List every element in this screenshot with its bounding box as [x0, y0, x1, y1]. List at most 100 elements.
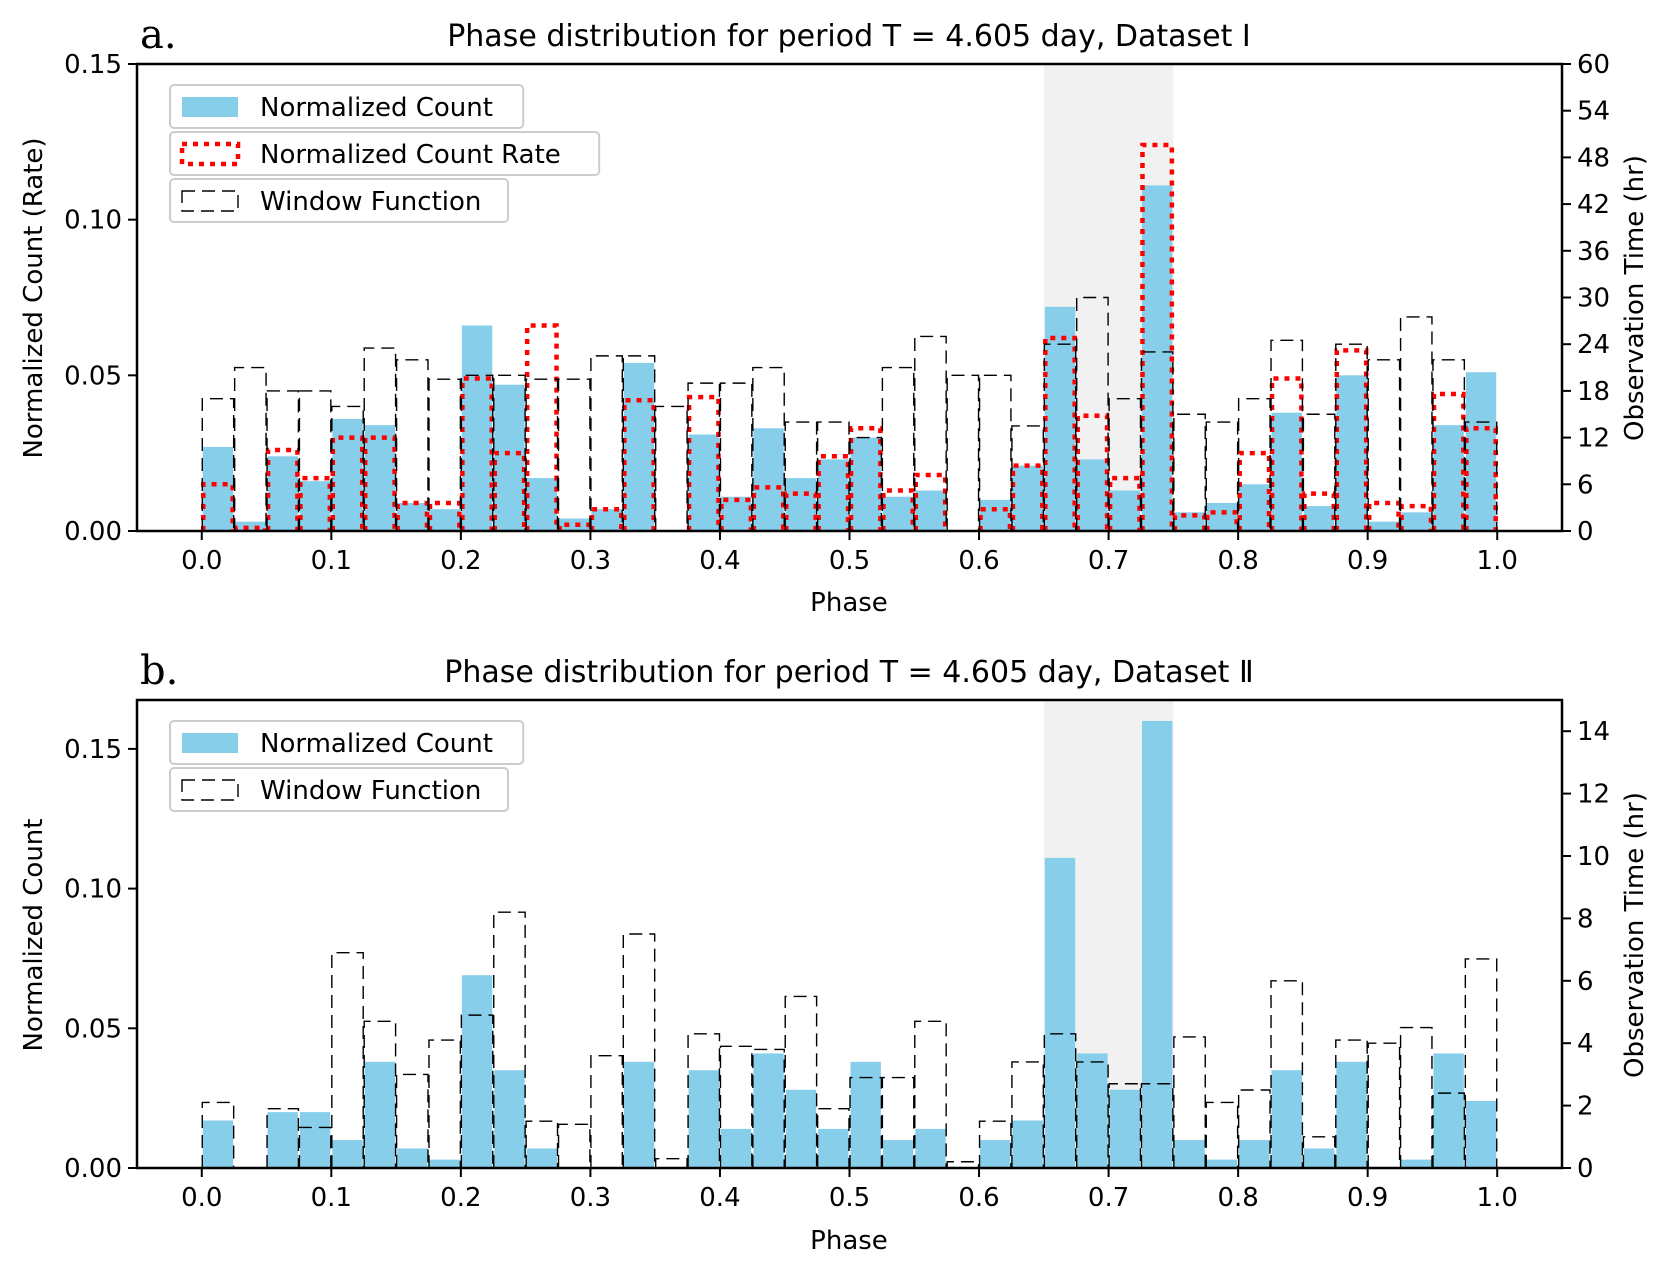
panel-b-legend-label: Window Function: [260, 776, 481, 806]
panel-a-letter: a.: [140, 12, 177, 58]
panel-a-y-axis-label-right: Observation Time (hr): [1620, 155, 1650, 441]
panel-a-window-step: [914, 335, 947, 531]
panel-b-y-axis-label-right: Observation Time (hr): [1620, 792, 1650, 1078]
panel-b-bar-count: [1012, 1120, 1043, 1168]
panel-b-window-step: [395, 1073, 429, 1168]
panel-b-window-step: [784, 995, 818, 1168]
panel-a-bar-count: [1044, 306, 1076, 531]
panel-a-bar-count: [1174, 512, 1205, 531]
panel-b-x-tick-label: 0.9: [1347, 1183, 1388, 1213]
panel-a-y-right-tick-label: 48: [1577, 143, 1610, 173]
panel-a-y-right-tick-label: 60: [1577, 50, 1610, 80]
panel-a-rate-step: [1140, 142, 1175, 531]
panel-a-bar-count: [623, 362, 655, 531]
panel-a-window-step: [1140, 351, 1174, 531]
panel-a-bar-count: [299, 481, 331, 531]
panel-b-window-step: [590, 1054, 623, 1168]
panel-a-rate-step: [557, 522, 592, 531]
panel-b-x-tick-label: 0.1: [311, 1183, 352, 1213]
panel-a-bar-count: [1368, 521, 1400, 531]
panel-b-bar-count: [299, 1112, 331, 1168]
panel-a-window-step: [525, 378, 559, 531]
panel-a-x-tick-label: 0.7: [1088, 546, 1129, 576]
panel-b-window-step: [428, 1039, 462, 1168]
panel-b-window-step: [1011, 1061, 1045, 1168]
panel-b-plot: 0.0 0.1 0.2 0.3 0.4 0.5 0.6 0.7 0.8 0.9 1.0 0.00 0.0…: [64, 698, 1610, 1213]
panel-a-rate-step: [816, 454, 851, 531]
panel-b-x-tick-label: 1.0: [1477, 1183, 1518, 1213]
panel-a-window-step: [1205, 421, 1239, 531]
panel-a-bar-count: [1077, 459, 1108, 531]
panel-b-x-axis-label: Phase: [810, 1226, 888, 1256]
panel-b-window-step: [1076, 1061, 1109, 1168]
panel-a-y-right-tick-label: 0: [1577, 517, 1594, 547]
panel-b-x-tick-label: 0.2: [440, 1183, 481, 1213]
panel-b-legend-swatch-count: [182, 733, 238, 753]
panel-a-legend-swatch-rate: [179, 141, 241, 167]
panel-a-window-step: [1367, 359, 1401, 531]
panel-a-bar-count: [720, 496, 752, 531]
panel-a-rate-step: [1366, 500, 1401, 531]
panel-a-x-tick-label: 0.9: [1347, 546, 1388, 576]
panel-b-bar-count: [364, 1061, 396, 1168]
panel-b-window-step: [525, 1120, 559, 1168]
panel-b-title: Phase distribution for period T = 4.605 …: [444, 655, 1254, 690]
panel-a-legend-swatch-window: [181, 190, 239, 212]
panel-b-window-series: [201, 911, 1498, 1168]
panel-a-rate-step: [492, 450, 527, 531]
panel-b-x-tick-label: 0.7: [1088, 1183, 1129, 1213]
panel-b-window-step: [1140, 1083, 1174, 1168]
panel-a-bar-count: [1465, 372, 1497, 531]
panel-b-y-right-tick-label: 10: [1577, 842, 1610, 872]
panel-a-rate-step: [1237, 450, 1272, 531]
panel-b-window-step: [1205, 1101, 1239, 1168]
panel-b-window-step: [201, 1101, 235, 1168]
panel-a-legend-swatch-count: [182, 97, 238, 117]
panel-b-y-right-tick-label: 4: [1577, 1029, 1594, 1059]
panel-a-window-step: [622, 355, 656, 531]
panel-b-window-step: [1237, 1089, 1271, 1168]
panel-a-plot: 0.0 0.1 0.2 0.3 0.4 0.5 0.6 0.7 0.8 0.9 1.0 0.00 0.0…: [64, 50, 1610, 576]
panel-a-x-tick-label: 0.3: [570, 546, 611, 576]
panel-b-window-step: [460, 1014, 494, 1168]
panel-b-x-tick-label: 0.8: [1217, 1183, 1258, 1213]
panel-b-bar-count: [1303, 1148, 1335, 1168]
panel-a-bar-count: [1303, 506, 1335, 531]
panel-a-bar-count: [267, 456, 298, 531]
panel-a-window-step: [719, 382, 753, 531]
panel-a-window-series: [201, 296, 1498, 531]
panel-a-bar-count: [785, 478, 817, 531]
panel-b-y-tick-label: 0.15: [64, 735, 122, 765]
panel-b-bar-count: [332, 1140, 363, 1168]
panel-a-window-step: [557, 378, 591, 531]
panel-b-window-step: [1432, 1092, 1466, 1168]
panel-a-rate-step: [330, 435, 365, 531]
panel-a-y-right-tick-label: 54: [1577, 97, 1610, 127]
panel-a-y-axis-label: Normalized Count (Rate): [19, 137, 49, 458]
panel-a-rate-step: [362, 435, 397, 531]
panel-a-rate-step: [589, 506, 624, 531]
panel-a-legend-box: [169, 131, 601, 176]
panel-a-rate-step: [524, 323, 559, 531]
panel-a-window-step: [946, 374, 980, 531]
panel-a-bar-count: [1401, 512, 1432, 531]
panel-a-bar-count: [1336, 375, 1367, 531]
panel-b-bar-count: [882, 1140, 914, 1168]
panel-a-bar-count: [1271, 412, 1302, 531]
panel-b-bar-count: [1433, 1053, 1464, 1168]
panel-a-bar-count: [559, 518, 590, 531]
panel-b-bar-count: [429, 1159, 460, 1168]
panel-a-y-tick-label: 0.05: [64, 361, 122, 391]
panel-b-bar-count: [1336, 1061, 1367, 1168]
panel-b-y-tick-label: 0.00: [64, 1154, 122, 1184]
panel-a-window-step: [201, 397, 235, 531]
panel-a-title: Phase distribution for period T = 4.605 …: [447, 19, 1251, 54]
panel-a-window-step: [233, 366, 267, 531]
panel-a-bar-count: [1433, 425, 1464, 531]
panel-a-bar-count: [882, 496, 914, 531]
panel-a-x-tick-label: 0.5: [829, 546, 870, 576]
panel-b-bar-count: [1077, 1053, 1108, 1168]
panel-b-bar-count: [1141, 720, 1173, 1168]
panel-b-y-right-tick-label: 14: [1577, 717, 1610, 747]
panel-b-window-step: [493, 911, 526, 1168]
